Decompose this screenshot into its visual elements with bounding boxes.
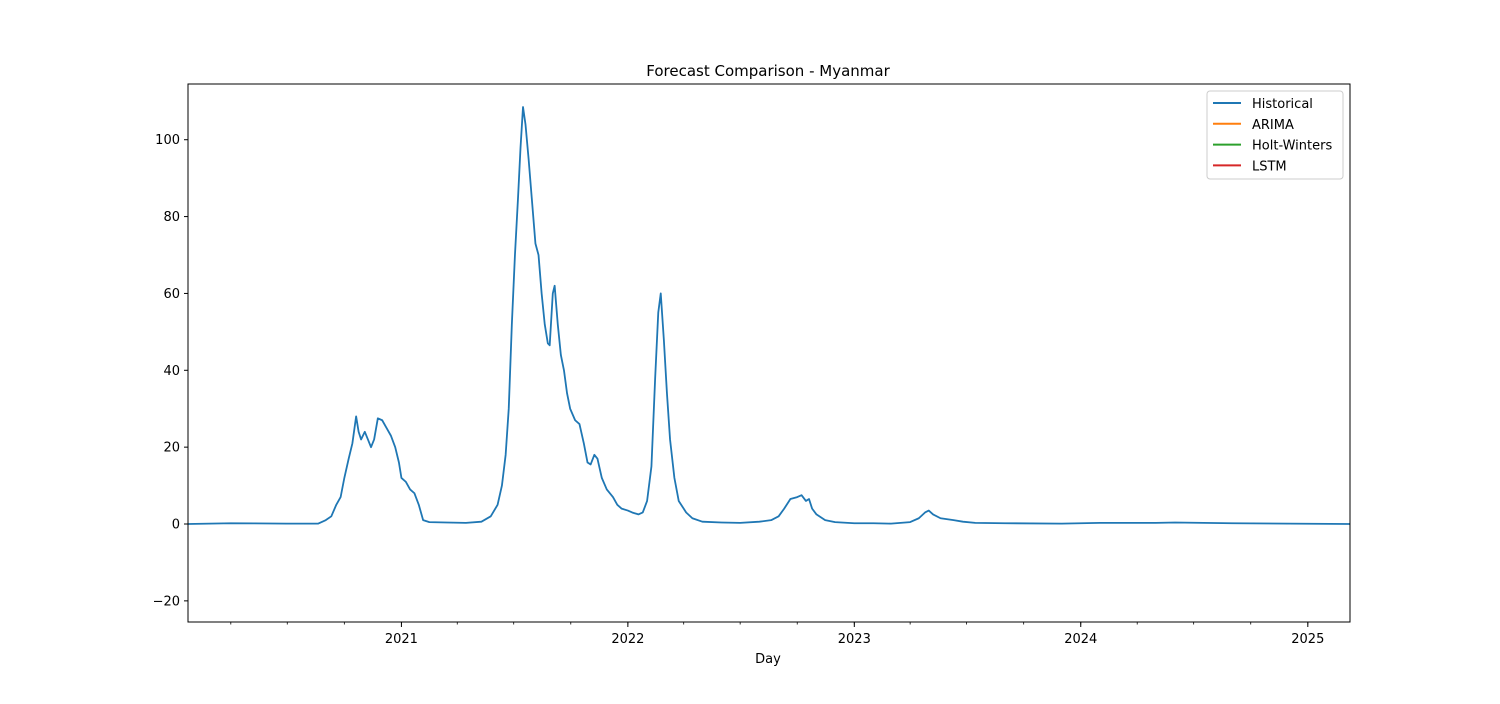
y-tick-label: 60: [163, 287, 180, 302]
legend-label-holt-winters: Holt-Winters: [1252, 139, 1332, 154]
legend-label-arima: ARIMA: [1252, 118, 1294, 133]
legend-label-historical: Historical: [1252, 97, 1313, 112]
x-tick-label: 2024: [1064, 632, 1097, 647]
y-tick-label: −20: [153, 594, 180, 609]
x-tick-label: 2022: [611, 632, 644, 647]
y-tick-label: 100: [155, 133, 180, 148]
y-tick-label: 80: [163, 210, 180, 225]
plot-area: [188, 106, 1350, 525]
x-tick-label: 2023: [838, 632, 871, 647]
x-axis-label: Day: [755, 652, 781, 667]
axes-frame: [187, 83, 1351, 623]
y-tick-label: 40: [163, 364, 180, 379]
chart-title: Forecast Comparison - Myanmar: [646, 62, 890, 80]
legend: Historical ARIMA Holt-Winters LSTM: [1206, 90, 1344, 180]
legend-box: [1206, 90, 1344, 180]
legend-label-lstm: LSTM: [1252, 159, 1287, 174]
y-tick-label: 20: [163, 441, 180, 456]
x-tick-label: 2025: [1291, 632, 1324, 647]
x-tick-label: 2021: [385, 632, 418, 647]
y-tick-label: 0: [172, 518, 180, 533]
axes: −20 0 20 40 60 80 100 2021 2022 2023 2024 2025: [153, 83, 1351, 647]
series-line-historical: [188, 106, 1350, 525]
